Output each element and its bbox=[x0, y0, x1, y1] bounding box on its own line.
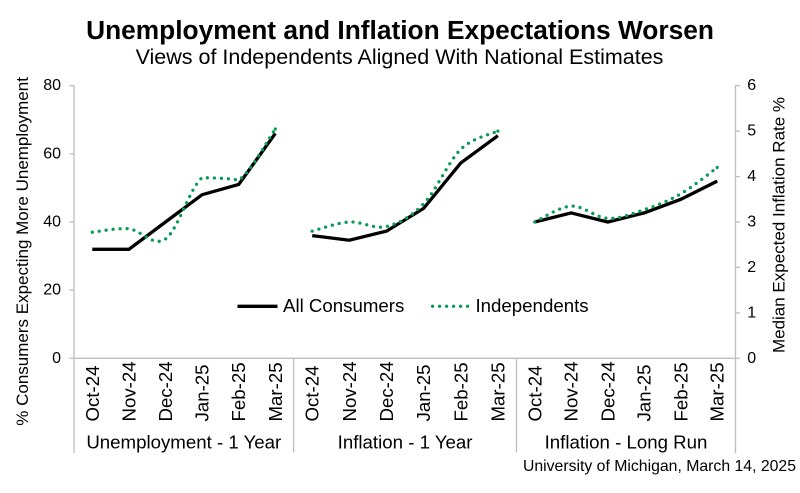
svg-text:Jan-25: Jan-25 bbox=[634, 364, 655, 421]
svg-text:All Consumers: All Consumers bbox=[283, 295, 404, 316]
svg-text:0: 0 bbox=[747, 350, 756, 367]
svg-text:Jan-25: Jan-25 bbox=[413, 364, 434, 421]
svg-text:Feb-25: Feb-25 bbox=[670, 362, 691, 421]
svg-text:Inflation - 1 Year: Inflation - 1 Year bbox=[338, 431, 473, 452]
svg-text:Feb-25: Feb-25 bbox=[450, 362, 471, 421]
svg-text:60: 60 bbox=[43, 145, 61, 162]
svg-text:Oct-24: Oct-24 bbox=[524, 366, 545, 422]
svg-text:40: 40 bbox=[43, 214, 61, 231]
svg-text:20: 20 bbox=[43, 282, 61, 299]
svg-text:0: 0 bbox=[52, 350, 61, 367]
svg-text:Mar-25: Mar-25 bbox=[487, 362, 508, 421]
svg-text:Feb-25: Feb-25 bbox=[228, 362, 249, 421]
svg-text:Nov-24: Nov-24 bbox=[118, 361, 139, 421]
svg-text:University of Michigan, March: University of Michigan, March 14, 2025 bbox=[523, 458, 796, 475]
svg-text:Oct-24: Oct-24 bbox=[302, 366, 323, 422]
svg-text:Mar-25: Mar-25 bbox=[265, 362, 286, 421]
svg-text:2: 2 bbox=[747, 259, 756, 276]
svg-text:Dec-24: Dec-24 bbox=[155, 361, 176, 421]
svg-text:Independents: Independents bbox=[476, 295, 589, 316]
svg-text:Inflation - Long Run: Inflation - Long Run bbox=[545, 431, 708, 452]
svg-text:Dec-24: Dec-24 bbox=[597, 361, 618, 421]
svg-text:1: 1 bbox=[747, 304, 756, 321]
svg-text:Unemployment and Inflation Exp: Unemployment and Inflation Expectations … bbox=[86, 15, 714, 45]
svg-text:Views of Independents Aligned: Views of Independents Aligned With Natio… bbox=[136, 45, 664, 69]
svg-text:% Consumers Expecting More Une: % Consumers Expecting More Unemployment bbox=[13, 77, 32, 426]
svg-text:Jan-25: Jan-25 bbox=[192, 364, 213, 421]
svg-text:Oct-24: Oct-24 bbox=[82, 366, 103, 422]
svg-text:6: 6 bbox=[747, 77, 756, 94]
svg-text:Median Expected Inflation Rate: Median Expected Inflation Rate % bbox=[769, 97, 788, 353]
svg-text:5: 5 bbox=[747, 123, 756, 140]
svg-text:3: 3 bbox=[747, 214, 756, 231]
svg-text:Unemployment - 1 Year: Unemployment - 1 Year bbox=[86, 431, 281, 452]
svg-text:4: 4 bbox=[747, 168, 756, 185]
svg-text:Mar-25: Mar-25 bbox=[707, 362, 728, 421]
svg-text:Nov-24: Nov-24 bbox=[339, 361, 360, 421]
svg-text:80: 80 bbox=[43, 77, 61, 94]
svg-text:Dec-24: Dec-24 bbox=[376, 361, 397, 421]
svg-text:Nov-24: Nov-24 bbox=[561, 361, 582, 421]
